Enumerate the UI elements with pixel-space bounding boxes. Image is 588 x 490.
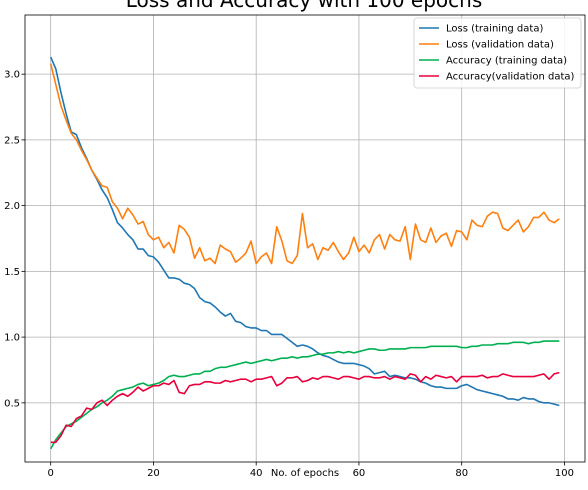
x-tick-label: 100 — [555, 468, 574, 479]
legend-label: Loss (training data) — [446, 24, 543, 35]
legend-label: Accuracy(validation data) — [446, 72, 574, 83]
x-tick-label: 40 — [250, 468, 263, 479]
series-line-loss-validation-data — [49, 63, 560, 265]
legend-label: Accuracy (training data) — [446, 56, 567, 67]
y-tick-label: 0.5 — [4, 398, 20, 409]
y-tick-label: 2.0 — [4, 201, 20, 212]
chart-title: Loss and Accuracy with 100 epochs — [126, 0, 483, 12]
x-tick-label: 60 — [353, 468, 366, 479]
x-tick-label: 20 — [147, 468, 160, 479]
legend: Loss (training data) Loss (validation dat… — [413, 17, 582, 89]
series-lines — [49, 56, 560, 450]
plot-frame — [24, 14, 586, 463]
axis-ticks: 0 20 40 60 80 100 0.5 1.0 1.5 2.0 2.5 3.0 — [4, 70, 574, 479]
y-tick-label: 2.5 — [4, 135, 20, 146]
x-tick-label: 80 — [455, 468, 468, 479]
grid — [25, 15, 585, 462]
x-tick-label: 0 — [48, 468, 54, 479]
series-line-accuracy-training-data — [49, 340, 560, 450]
series-line-accuracy-validation-data — [50, 371, 560, 444]
y-tick-label: 1.0 — [4, 333, 20, 344]
y-tick-label: 3.0 — [4, 70, 20, 81]
legend-label: Loss (validation data) — [446, 40, 554, 51]
x-axis-title: No. of epochs — [271, 468, 339, 479]
legend-box — [413, 17, 582, 89]
y-tick-label: 1.5 — [4, 267, 20, 278]
series-line-loss-training-data — [49, 56, 560, 407]
